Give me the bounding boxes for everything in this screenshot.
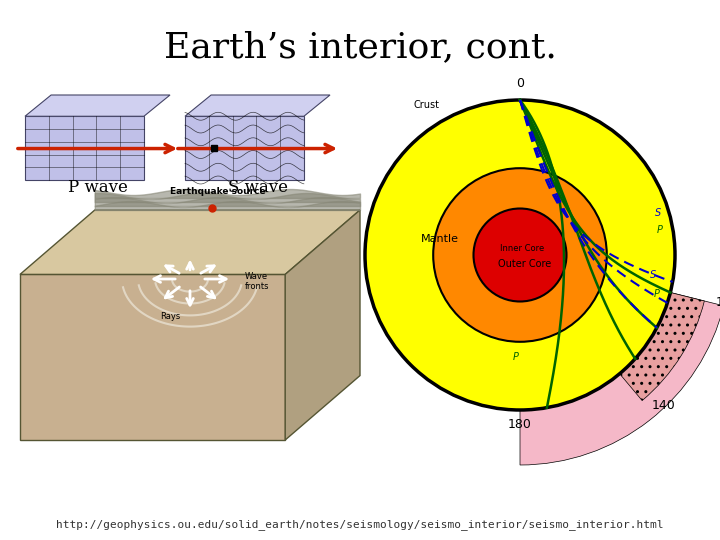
Circle shape <box>433 168 607 342</box>
Text: 104: 104 <box>716 296 720 309</box>
Polygon shape <box>25 116 144 180</box>
Text: Earth’s interior, cont.: Earth’s interior, cont. <box>163 30 557 64</box>
Text: http://geophysics.ou.edu/solid_earth/notes/seismology/seismo_interior/seismo_int: http://geophysics.ou.edu/solid_earth/not… <box>56 519 664 530</box>
Text: Mantle: Mantle <box>420 234 459 245</box>
Polygon shape <box>185 116 304 180</box>
Polygon shape <box>20 274 285 440</box>
Circle shape <box>365 100 675 410</box>
Polygon shape <box>25 95 170 116</box>
Text: Crust: Crust <box>413 100 439 110</box>
Text: Rays: Rays <box>160 312 180 321</box>
Text: Inner Core: Inner Core <box>500 244 544 253</box>
Polygon shape <box>285 210 360 440</box>
Text: 0: 0 <box>516 77 524 90</box>
Text: P wave: P wave <box>68 179 127 196</box>
Text: S: S <box>655 208 661 218</box>
Wedge shape <box>520 293 720 465</box>
Text: Wave
fronts: Wave fronts <box>245 272 269 291</box>
Circle shape <box>474 208 567 301</box>
Text: S wave: S wave <box>228 179 287 196</box>
Polygon shape <box>185 95 330 116</box>
Text: P: P <box>512 353 518 362</box>
Text: P: P <box>657 225 662 235</box>
Wedge shape <box>620 293 704 401</box>
Text: P: P <box>653 289 660 299</box>
Text: Outer Core: Outer Core <box>498 259 551 269</box>
Text: S: S <box>650 270 657 280</box>
Polygon shape <box>20 210 360 274</box>
Text: 180: 180 <box>508 418 532 431</box>
Text: Earthquake source: Earthquake source <box>170 187 265 196</box>
Text: 140: 140 <box>652 400 675 413</box>
